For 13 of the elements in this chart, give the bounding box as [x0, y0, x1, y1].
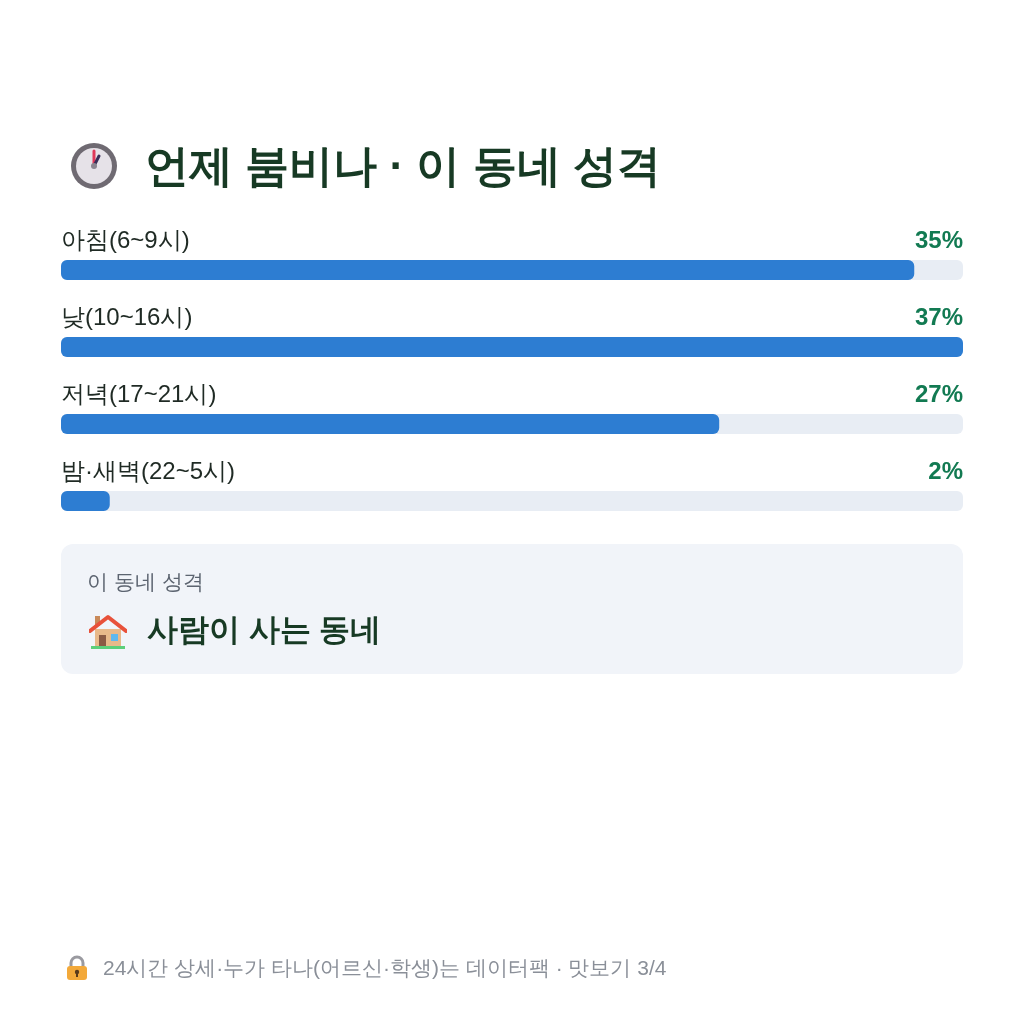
data-label: 37%: [914, 303, 963, 330]
data-label: 2%: [928, 457, 963, 484]
text: 이 동네 성격: [87, 569, 204, 595]
bar: [61, 491, 110, 511]
y-tick-label: 낮(10~16시): [61, 303, 193, 330]
chart-title: 언제 붐비나 · 이 동네 성격: [145, 140, 661, 192]
y-tick-label: 밤·새벽(22~5시): [61, 457, 236, 484]
text: 사람이 사는 동네: [147, 611, 382, 649]
y-tick-label: 저녁(17~21시): [61, 380, 217, 407]
data-label: 35%: [914, 226, 963, 253]
y-tick-label: 아침(6~9시): [61, 226, 190, 253]
data-label: 27%: [914, 380, 963, 407]
text: 24시간 상세·누가 타나(어르신·학생)는 데이터팩 · 맛보기 3/4: [103, 955, 667, 981]
